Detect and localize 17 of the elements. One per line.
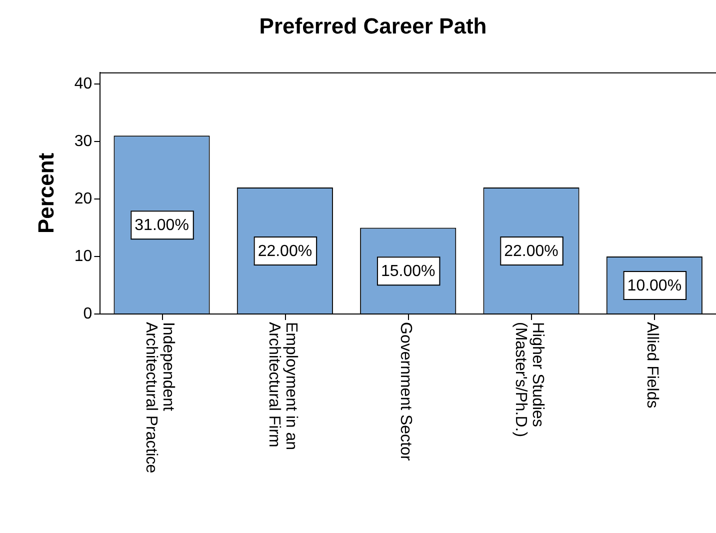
chart-title: Preferred Career Path — [259, 13, 487, 38]
y-tick-label: 20 — [74, 190, 92, 208]
data-label: 15.00% — [380, 263, 436, 280]
data-label: 22.00% — [258, 242, 312, 260]
y-tick-label: 10 — [74, 248, 92, 265]
x-tick-label: Government Sector — [397, 322, 414, 462]
data-label: 31.00% — [134, 216, 189, 234]
data-label: 10.00% — [627, 277, 682, 294]
x-tick-label: Allied Fields — [644, 322, 661, 408]
x-tick-label: Employment in an Architectural Firm — [266, 322, 300, 450]
y-axis-title: Percent — [33, 152, 58, 234]
x-tick-label: Independent Architectural Practice — [142, 322, 176, 474]
y-tick-label: 40 — [74, 75, 92, 92]
data-label: 22.00% — [504, 242, 558, 260]
y-tick-label: 30 — [74, 132, 92, 150]
y-tick-label: 0 — [83, 305, 92, 322]
x-tick-label: Higher Studies (Master's/Ph.D.) — [512, 322, 546, 438]
